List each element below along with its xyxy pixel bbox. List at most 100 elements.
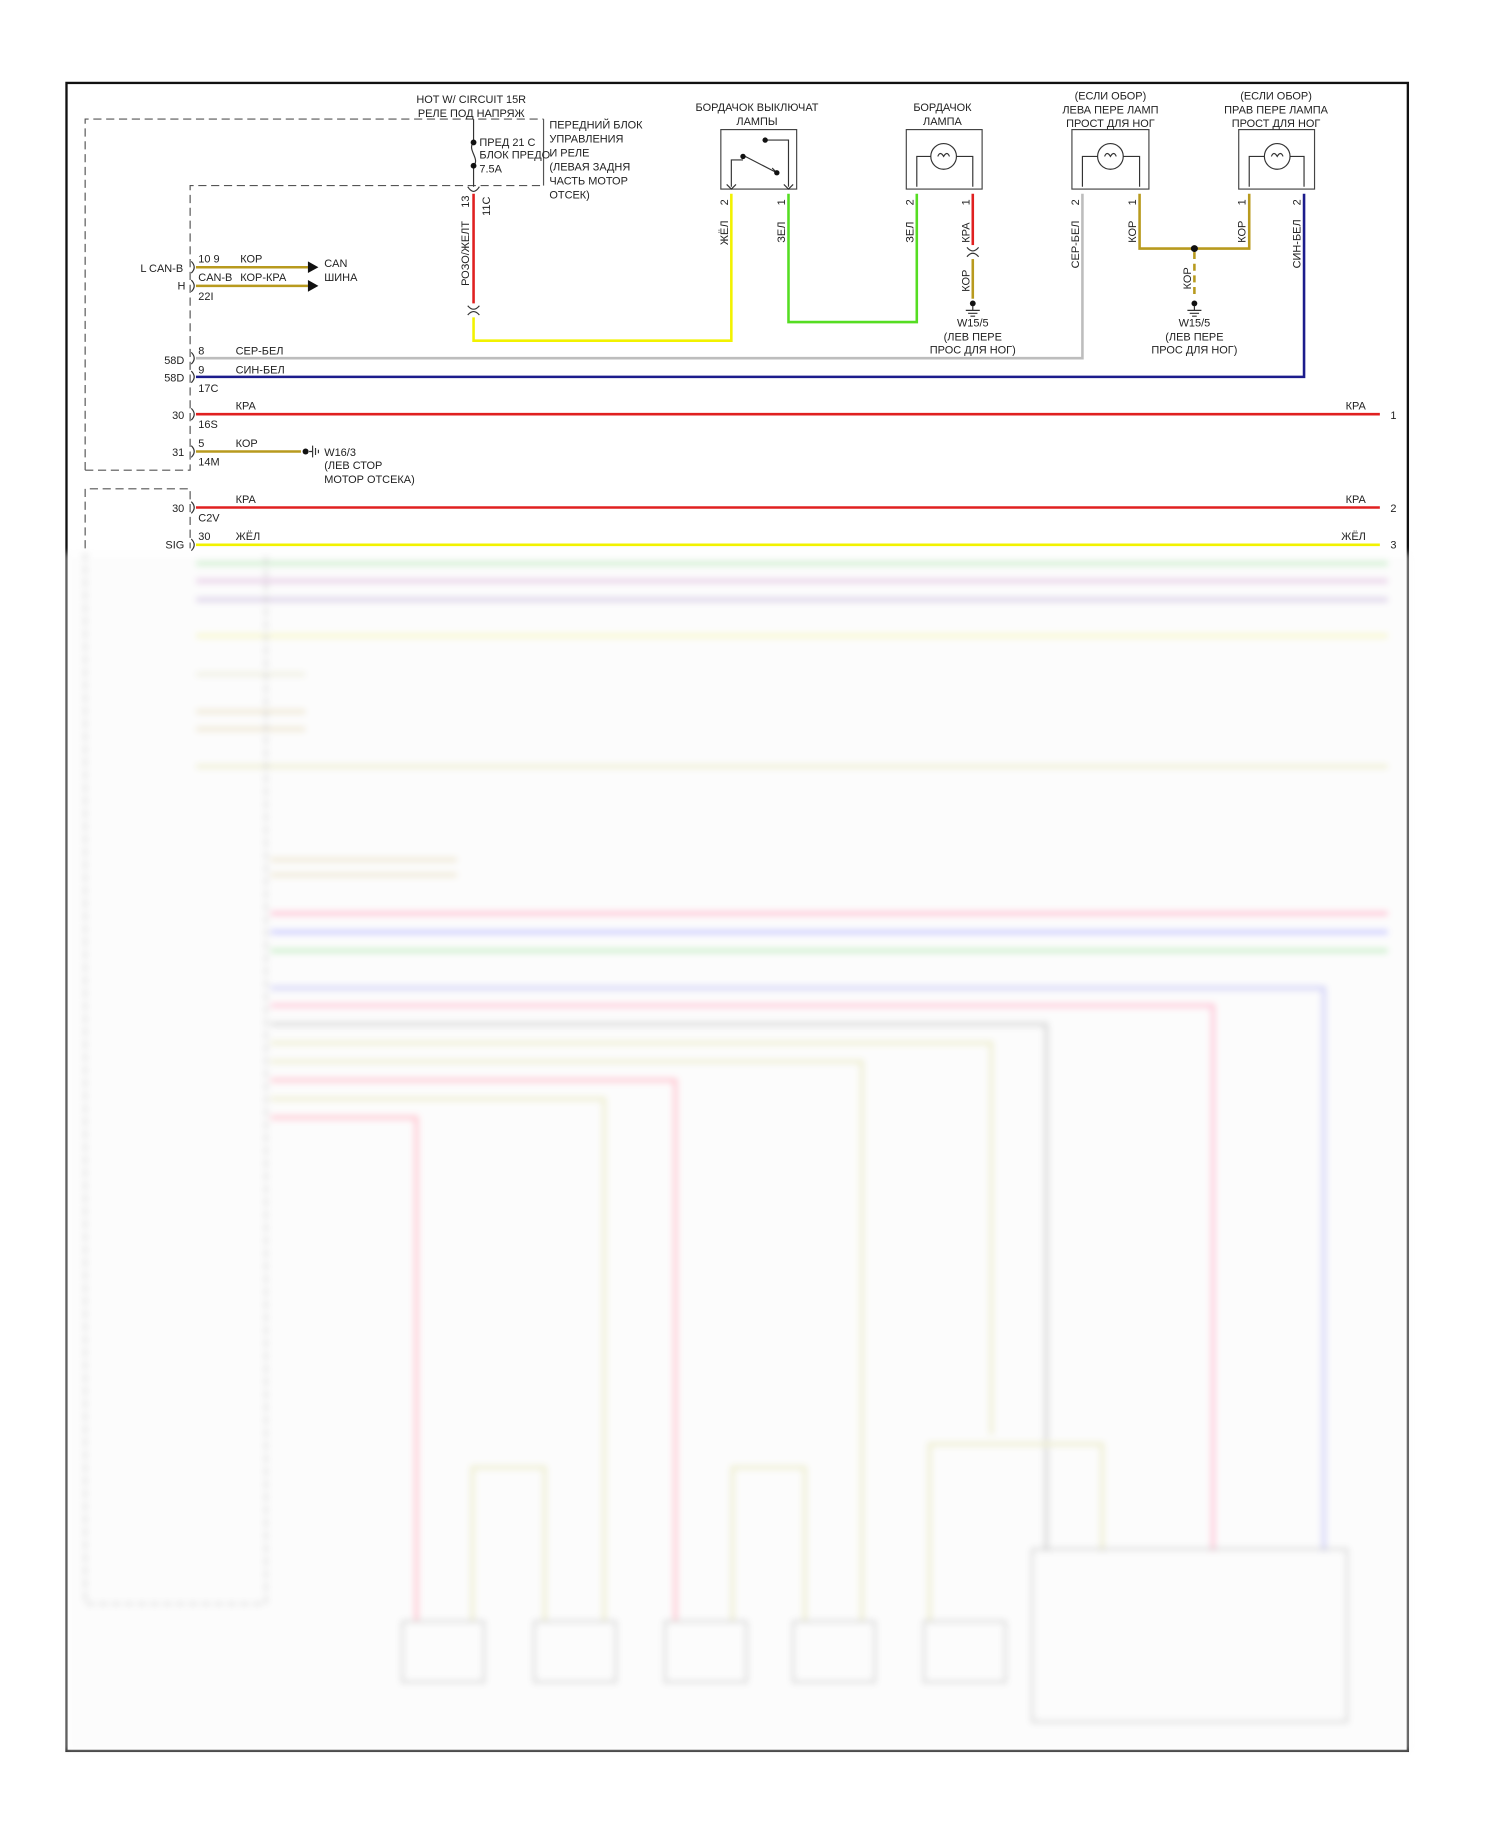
svg-text:И РЕЛЕ: И РЕЛЕ: [549, 147, 589, 159]
inline-connector: [467, 305, 480, 316]
pin-label: 2: [904, 199, 916, 205]
pin-label: 58D: [164, 373, 184, 385]
wire-label: КРА: [1346, 401, 1367, 413]
wire-green: [787, 193, 919, 324]
wire-brown-foot: [1138, 193, 1251, 250]
svg-text:ПЕРЕДНИЙ БЛОК: ПЕРЕДНИЙ БЛОК: [549, 118, 643, 131]
can-bus-label: CAN: [324, 258, 347, 270]
wire-label: КОР: [236, 438, 258, 450]
conn-label: 22I: [198, 291, 213, 303]
ground-icon: [1187, 300, 1202, 317]
ground-label: W15/5: [1179, 318, 1211, 330]
wire-gray-white: [195, 193, 1084, 360]
pin-label: 9: [198, 364, 204, 376]
pin-label: 5: [198, 438, 204, 450]
fuse-block-label: БЛОК ПРЕДО: [479, 150, 550, 162]
can-bus-label: ШИНА: [324, 272, 358, 284]
splice-dot: [1190, 245, 1198, 253]
pin-label: 2: [1070, 199, 1082, 205]
wire-label: ЖЁЛ: [236, 531, 261, 543]
wire-yellow: [472, 193, 733, 342]
svg-text:ОТСЕК): ОТСЕК): [549, 189, 589, 201]
ground-location: (ЛЕВ ПЕРЕ: [1165, 332, 1223, 344]
can-h-label: H: [178, 280, 186, 292]
glovebox-lamp: [905, 129, 983, 190]
fuse-block-description: ПЕРЕДНИЙ БЛОК УПРАВЛЕНИЯ И РЕЛЕ (ЛЕВАЯ З…: [549, 118, 643, 201]
module-outline-2: [84, 488, 191, 549]
can-l-label: L CAN-B: [140, 263, 183, 275]
wire-label: ЗЕЛ: [776, 222, 788, 243]
svg-text:УПРАВЛЕНИЯ: УПРАВЛЕНИЯ: [549, 133, 623, 145]
left-foot-lamp-title: ЛЕВА ПЕРЕ ЛАМП: [1062, 104, 1158, 116]
ground-location: ПРОС ДЛЯ НОГ): [930, 345, 1016, 357]
ground-location: (ЛЕВ ПЕРЕ: [944, 332, 1002, 344]
wire-label-pink-yellow: РОЗО/ЖЕЛТ: [460, 221, 472, 286]
svg-text:(ЛЕВАЯ ЗАДНЯ: (ЛЕВАЯ ЗАДНЯ: [549, 161, 630, 173]
wire-label: ЖЁЛ: [1341, 531, 1366, 543]
conn-label: 14M: [198, 457, 219, 469]
hot-subtitle: РЕЛЕ ПОД НАПРЯЖ: [418, 108, 525, 120]
wire-label: СЕР-БЕЛ: [236, 346, 284, 358]
lamp-subtitle: ЛАМПА: [923, 116, 962, 128]
ref-label: 3: [1390, 539, 1396, 551]
wire-blue-white: [195, 193, 1306, 379]
conn-label: C2V: [198, 513, 220, 525]
conn-label: 17C: [198, 383, 218, 395]
can-wires: [195, 265, 308, 288]
ground-location: ПРОС ДЛЯ НОГ): [1151, 345, 1237, 357]
wire-label: СИН-БЕЛ: [1292, 219, 1304, 268]
pin-13: 13: [460, 196, 472, 208]
wire-label: КОР: [1182, 267, 1194, 289]
fuse: [467, 119, 480, 192]
obscured-region: [64, 552, 1412, 1753]
left-footwell-lamp: [1071, 129, 1150, 190]
conn-11c: 11C: [481, 197, 493, 216]
wire-label: КОР: [240, 254, 262, 266]
ground-location: МОТОР ОТСЕКА): [324, 474, 414, 486]
pin-label: 2: [719, 199, 731, 205]
pin-label: 1: [1127, 199, 1139, 205]
ground-label: W15/5: [957, 318, 989, 330]
module-outline: [84, 118, 544, 471]
pin-label: 30: [198, 531, 210, 543]
wire-label: КОР: [1237, 221, 1249, 243]
glovebox-lamp-switch: [720, 129, 798, 190]
ground-icon: [965, 300, 980, 317]
inline-connector-lamp: [966, 247, 980, 258]
pin-label: CAN-B: [198, 272, 232, 284]
ground-icon: [302, 445, 320, 458]
wire-label: КОР: [960, 270, 972, 292]
pin-label: 30: [172, 503, 184, 515]
svg-text:ЧАСТЬ МОТОР: ЧАСТЬ МОТОР: [549, 175, 628, 187]
fuse-label: ПРЕД 21 С: [479, 137, 535, 149]
ref-label: 2: [1390, 503, 1396, 515]
left-foot-lamp-title: (ЕСЛИ ОБОР): [1075, 90, 1147, 102]
module-pin-connectors: [190, 260, 195, 552]
left-foot-lamp-title: ПРОСТ ДЛЯ НОГ: [1066, 118, 1155, 130]
pin-label: SIG: [165, 539, 184, 551]
wire-label: КРА: [960, 222, 972, 243]
wire-label: КРА: [236, 401, 257, 413]
ground-label: W16/3: [324, 447, 356, 459]
wire-label: КРА: [1346, 494, 1367, 506]
ref-label: 1: [1390, 410, 1396, 422]
pin-label: 58D: [164, 355, 184, 367]
right-foot-lamp-title: (ЕСЛИ ОБОР): [1240, 90, 1312, 102]
ground-location: (ЛЕВ СТОР: [324, 460, 382, 472]
wire-label: СЕР-БЕЛ: [1070, 221, 1082, 269]
pin-label: 30: [172, 410, 184, 422]
wire-label: КОР-КРА: [240, 272, 287, 284]
pin-label: 2: [1292, 199, 1304, 205]
switch-title: БОРДАЧОК ВЫКЛЮЧАТ: [696, 102, 819, 114]
pin-label: 8: [198, 346, 204, 358]
switch-subtitle: ЛАМПЫ: [736, 116, 777, 128]
right-footwell-lamp: [1238, 129, 1316, 190]
hot-title: HOT W/ CIRCUIT 15R: [416, 94, 526, 106]
conn-label: 16S: [198, 419, 218, 431]
arrow-icon: [307, 261, 319, 292]
pin-label: 31: [172, 447, 184, 459]
wire-label: КРА: [236, 494, 257, 506]
right-foot-lamp-title: ПРАВ ПЕРЕ ЛАМПА: [1224, 104, 1328, 116]
